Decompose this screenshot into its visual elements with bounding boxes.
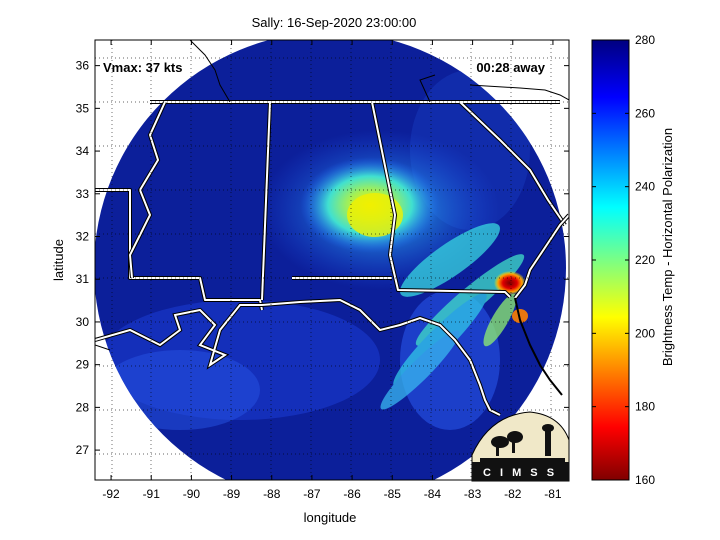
- storm-shield-core: [347, 193, 403, 237]
- convective-core: [494, 271, 526, 295]
- colorbar-tick-label: 160: [635, 473, 655, 487]
- y-tick-label: 35: [76, 101, 90, 115]
- plot-title: Sally: 16-Sep-2020 23:00:00: [252, 15, 417, 30]
- colorbar-tick-label: 220: [635, 253, 655, 267]
- axes-frame: [94, 39, 570, 481]
- colorbar-ticks: 160 180 200 220 240 260 280: [592, 33, 655, 487]
- colorbar-tick-label: 260: [635, 106, 655, 120]
- y-tick-label: 32: [76, 230, 90, 244]
- y-tick-label: 29: [76, 358, 90, 372]
- y-tick-label: 33: [76, 187, 90, 201]
- y-tick-label: 31: [76, 272, 90, 286]
- x-tick-label: -87: [303, 487, 321, 501]
- y-tick-label: 27: [76, 443, 90, 457]
- colorbar-tick-label: 240: [635, 180, 655, 194]
- x-tick-label: -81: [544, 487, 562, 501]
- outside-borders: [95, 40, 569, 351]
- colorbar-tick-label: 200: [635, 326, 655, 340]
- y-axis-label: latitude: [51, 239, 66, 281]
- colorbar: 160 180 200 220 240 260 280 Brightness Temp - …: [591, 33, 675, 487]
- x-tick-label: -92: [102, 487, 120, 501]
- atlantic-coast: [513, 213, 569, 396]
- colorbar-gradient: [591, 39, 630, 481]
- x-tick-label: -90: [183, 487, 201, 501]
- y-tick-label: 28: [76, 400, 90, 414]
- y-tick-label: 30: [76, 315, 90, 329]
- x-tick-label: -88: [263, 487, 281, 501]
- colorbar-label: Brightness Temp - Horizontal Polarizatio…: [660, 128, 675, 366]
- x-tick-label: -89: [223, 487, 241, 501]
- cimss-logo: C I M S S: [471, 411, 570, 482]
- y-tick-label: 34: [76, 144, 90, 158]
- logo-text: C I M S S: [483, 467, 557, 479]
- x-tick-label: -91: [143, 487, 161, 501]
- x-tick-label: -82: [504, 487, 522, 501]
- colorbar-tick-label: 180: [635, 400, 655, 414]
- swath-texture: [400, 290, 500, 430]
- vmax-annotation: Vmax: 37 kts: [103, 60, 183, 75]
- x-tick-label: -84: [424, 487, 442, 501]
- x-tick-label: -83: [464, 487, 482, 501]
- y-axis-ticks: 27 28 29 30 31 32 33 34 35 36: [76, 59, 569, 457]
- coastline: [95, 297, 501, 417]
- x-axis-ticks: -92 -91 -90 -89 -88 -87 -86 -85 -84 -83 -82 -81: [102, 40, 562, 501]
- x-tick-label: -86: [343, 487, 361, 501]
- grid: [95, 40, 569, 480]
- time-away-annotation: 00:28 away: [476, 60, 545, 75]
- swath: [95, 40, 566, 480]
- y-tick-label: 36: [76, 59, 90, 73]
- x-axis-label: longitude: [304, 510, 357, 525]
- colorbar-tick-label: 280: [635, 33, 655, 47]
- x-tick-label: -85: [384, 487, 402, 501]
